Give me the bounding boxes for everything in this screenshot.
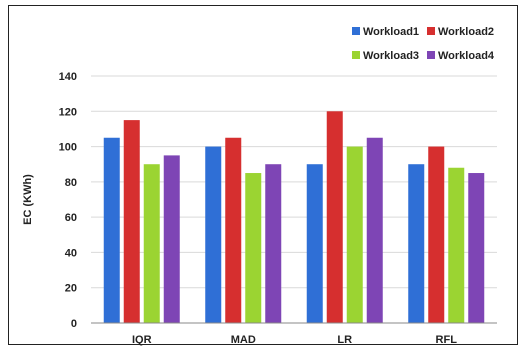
- x-category-label: LR: [337, 334, 352, 346]
- x-category-label: MAD: [231, 334, 256, 346]
- y-axis-ticks: 0 20 40 60 80 100 120 140: [59, 71, 77, 330]
- y-tick-label: 60: [65, 212, 77, 224]
- y-tick-label: 120: [59, 106, 77, 118]
- bar-workload3-rfl: [448, 167, 465, 323]
- bar-workload3-mad: [245, 173, 262, 323]
- bar-workload4-iqr: [163, 155, 180, 323]
- bar-chart: 0 20 40 60 80 100 120 140 IQR MAD LR RFL Workload1…: [22, 26, 497, 346]
- y-tick-label: 20: [65, 283, 77, 295]
- legend-label: Workload2: [438, 26, 494, 38]
- bar-workload1-mad: [205, 146, 222, 323]
- x-axis-categories: IQR MAD LR RFL: [132, 334, 457, 346]
- bar-workload1-rfl: [408, 164, 425, 323]
- bar-workload2-mad: [225, 137, 242, 323]
- legend: Workload1 Workload2 Workload3 Workload4: [352, 26, 495, 62]
- bar-workload3-lr: [346, 146, 363, 323]
- legend-swatch: [352, 27, 360, 35]
- bar-workload4-mad: [265, 164, 282, 323]
- bar-workload4-lr: [366, 137, 383, 323]
- bars: [103, 111, 485, 324]
- legend-label: Workload4: [438, 50, 495, 62]
- bar-workload1-iqr: [103, 137, 120, 323]
- legend-swatch: [427, 27, 435, 35]
- bar-workload2-iqr: [123, 120, 140, 323]
- bar-workload4-rfl: [468, 173, 485, 323]
- x-category-label: IQR: [132, 334, 152, 346]
- bar-workload3-iqr: [143, 164, 160, 323]
- y-tick-label: 80: [65, 177, 77, 189]
- bar-workload1-lr: [306, 164, 323, 323]
- legend-swatch: [427, 51, 435, 59]
- legend-label: Workload1: [363, 26, 419, 38]
- y-axis-title: EC (KWh): [22, 174, 34, 225]
- y-tick-label: 40: [65, 247, 77, 259]
- bar-workload2-rfl: [428, 146, 445, 323]
- y-tick-label: 100: [59, 142, 77, 154]
- y-tick-label: 0: [71, 318, 77, 330]
- bar-workload2-lr: [326, 111, 343, 324]
- x-category-label: RFL: [436, 334, 458, 346]
- legend-label: Workload3: [363, 50, 419, 62]
- legend-swatch: [352, 51, 360, 59]
- chart-frame: 0 20 40 60 80 100 120 140 IQR MAD LR RFL Workload1…: [8, 5, 518, 346]
- y-tick-label: 140: [59, 71, 77, 83]
